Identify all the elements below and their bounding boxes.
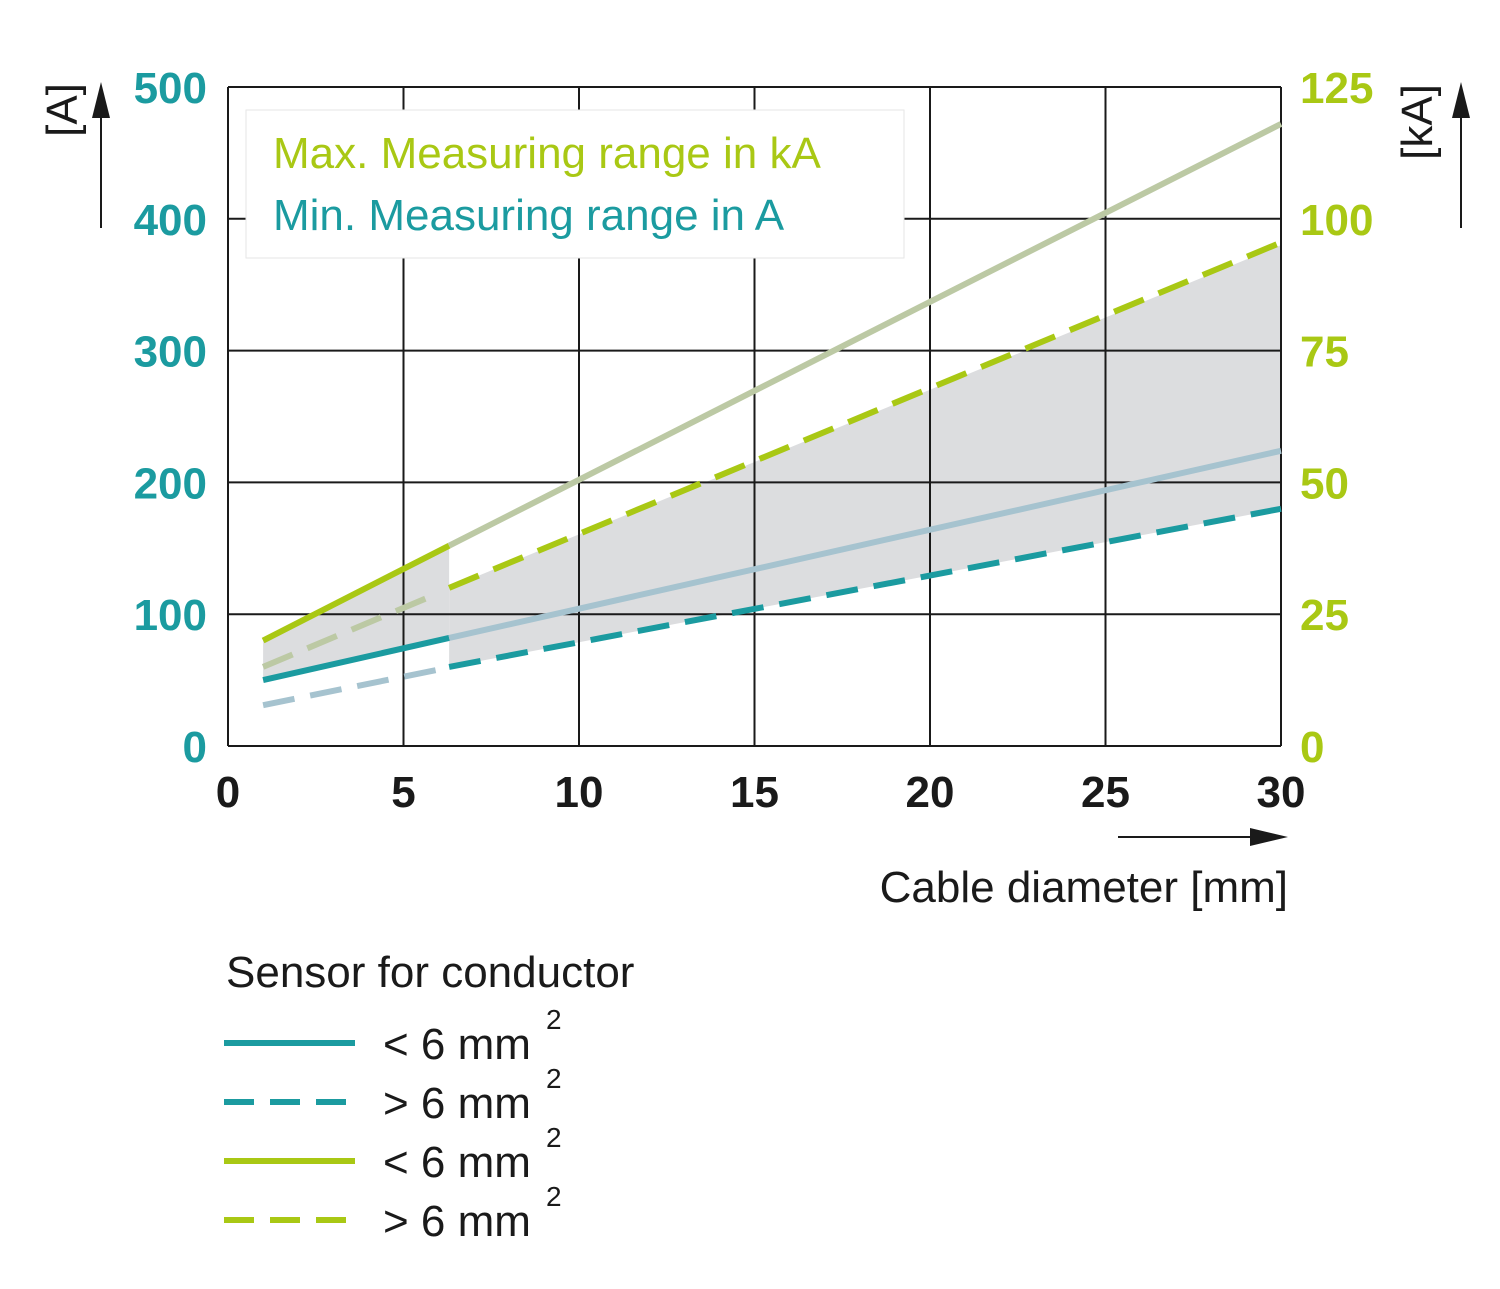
legend-superscript-1: 2	[546, 1063, 562, 1094]
left-axis-arrow-head	[92, 82, 110, 118]
x-tick-label: 30	[1257, 768, 1306, 817]
legend-superscript-3: 2	[546, 1181, 562, 1212]
x-axis-label: Cable diameter [mm]	[880, 863, 1288, 912]
series-line-1	[447, 121, 1283, 549]
y-left-tick-label: 400	[134, 196, 207, 245]
line-legend: Sensor for conductor < 6 mm 2 > 6 mm 2 < 6 m…	[224, 948, 634, 1246]
legend-superscript-2: 2	[546, 1122, 562, 1153]
series-lines	[261, 121, 1283, 709]
legend-label-1: > 6 mm	[383, 1079, 531, 1128]
range-legend: Max. Measuring range in kA Min. Measurin…	[245, 109, 905, 259]
x-tick-label: 0	[216, 768, 240, 817]
y-right-tick-label: 100	[1300, 196, 1373, 245]
y-right-tick-label: 125	[1300, 64, 1373, 113]
x-tick-label: 20	[906, 768, 955, 817]
range-legend-max: Max. Measuring range in kA	[273, 129, 821, 178]
x-tick-label: 15	[730, 768, 779, 817]
right-axis-unit-label: [kA]	[1393, 84, 1442, 160]
x-axis-arrow-head	[1250, 828, 1288, 846]
x-tick-label: 5	[391, 768, 415, 817]
legend-superscript-0: 2	[546, 1004, 562, 1035]
left-axis-unit: [A]	[38, 82, 110, 228]
x-tick-label: 25	[1081, 768, 1130, 817]
legend-label-2: < 6 mm	[383, 1138, 531, 1187]
y-left-tick-label: 0	[183, 723, 207, 772]
series-line-3	[447, 239, 1283, 591]
right-axis-unit: [kA]	[1393, 82, 1470, 228]
shaded-region-1	[449, 245, 1281, 667]
y-right-tick-label: 25	[1300, 591, 1349, 640]
y-left-tick-label: 300	[134, 328, 207, 377]
legend-title: Sensor for conductor	[226, 948, 634, 997]
series-line-0	[261, 542, 451, 644]
y-left-tick-label: 200	[134, 459, 207, 508]
legend-label-3: > 6 mm	[383, 1197, 531, 1246]
y-left-tick-label: 500	[134, 64, 207, 113]
legend-label-0: < 6 mm	[383, 1020, 531, 1069]
y-right-tick-label: 75	[1300, 328, 1349, 377]
y-left-tick-label: 100	[134, 591, 207, 640]
right-axis-arrow-head	[1452, 82, 1470, 118]
y-right-tick-label: 50	[1300, 459, 1349, 508]
range-legend-min: Min. Measuring range in A	[273, 191, 785, 240]
series-line-5	[448, 447, 1282, 641]
series-line-6	[262, 666, 440, 709]
series-line-4	[262, 634, 450, 684]
range-legend-box	[245, 109, 905, 259]
y-right-tick-label: 0	[1300, 723, 1324, 772]
x-axis-label-group: Cable diameter [mm]	[880, 828, 1288, 912]
x-tick-label: 10	[555, 768, 604, 817]
left-axis-unit-label: [A]	[38, 83, 87, 137]
series-line-2	[261, 590, 440, 670]
tick-labels: 0 100 200 300 400 500 0 25 50 75 100 125 0 5 10 15 20 25 3…	[134, 64, 1374, 817]
